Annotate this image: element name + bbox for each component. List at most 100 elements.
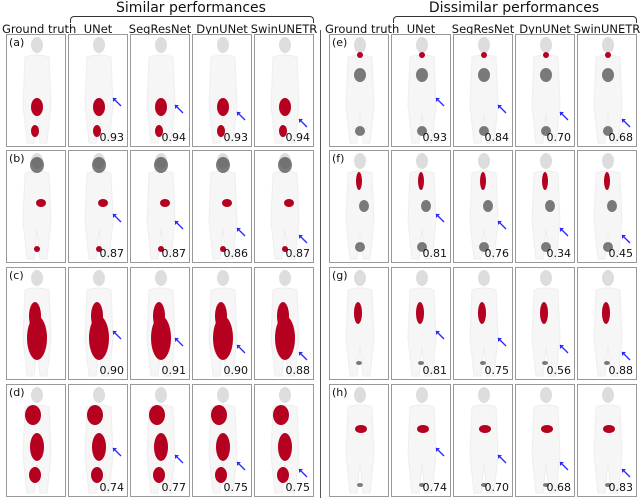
scan-panel: 0.34: [515, 150, 575, 263]
scan-panel: 0.87: [254, 150, 314, 263]
dice-score: 0.93: [223, 131, 249, 144]
segmentation-mark: [91, 467, 103, 483]
scan-panel: 0.68: [577, 34, 637, 147]
column-label: Ground truth: [325, 22, 400, 36]
segmentation-mark: [542, 172, 548, 190]
segmentation-mark: [273, 405, 289, 425]
segmentation-mark: [416, 302, 424, 324]
pet-scan-image: [345, 270, 375, 377]
dice-score: 0.74: [99, 481, 125, 494]
dice-score: 0.93: [422, 131, 448, 144]
segmentation-mark: [31, 125, 39, 137]
segmentation-mark: [211, 405, 227, 425]
dice-score: 0.87: [161, 247, 187, 260]
pet-scan-image: [407, 270, 445, 377]
pet-scan-image: [208, 153, 246, 260]
segmentation-mark: [604, 172, 610, 190]
segmentation-mark: [419, 52, 425, 58]
dice-score: 0.94: [161, 131, 187, 144]
pet-scan-image: [469, 270, 507, 377]
column-label: UNet: [83, 22, 113, 36]
group-title: Dissimilar performances: [428, 0, 600, 16]
segmentation-mark: [481, 52, 487, 58]
pet-scan-image: [593, 387, 631, 494]
segmentation-mark: [217, 98, 229, 116]
scan-panel: (h): [329, 384, 389, 497]
scan-panel: (a): [6, 34, 66, 147]
pet-scan-image: [84, 270, 122, 377]
scan-panel: 0.93: [391, 34, 451, 147]
segmentation-mark: [91, 302, 103, 330]
scan-panel: (f): [329, 150, 389, 263]
pet-scan-image: [208, 270, 246, 377]
column-label: DynUNet: [519, 22, 571, 36]
pet-scan-image: [469, 153, 507, 260]
segmentation-mark: [36, 199, 46, 207]
dice-score: 0.70: [546, 131, 572, 144]
dice-score: 0.84: [484, 131, 510, 144]
pet-scan-image: [146, 153, 184, 260]
scan-panel: 0.83: [577, 384, 637, 497]
scan-panel: 0.68: [515, 384, 575, 497]
scan-panel: 0.74: [68, 384, 128, 497]
segmentation-mark: [155, 98, 167, 116]
segmentation-mark: [277, 302, 289, 330]
pet-scan-image: [270, 153, 308, 260]
dice-score: 0.70: [484, 481, 510, 494]
scan-panel: 0.93: [192, 34, 252, 147]
dice-score: 0.68: [608, 131, 634, 144]
segmentation-mark: [160, 199, 170, 207]
pet-scan-image: [407, 37, 445, 144]
column-label: SwinUNETR: [573, 22, 640, 36]
column-label: SegResNet: [128, 22, 192, 36]
pet-scan-image: [593, 153, 631, 260]
dice-score: 0.88: [608, 364, 634, 377]
scan-panel: 0.81: [391, 150, 451, 263]
segmentation-mark: [479, 425, 491, 433]
segmentation-mark: [480, 172, 486, 190]
segmentation-mark: [215, 302, 227, 330]
pet-scan-image: [84, 37, 122, 144]
segmentation-mark: [96, 246, 102, 252]
column-label: SwinUNETR: [250, 22, 318, 36]
dice-score: 0.56: [546, 364, 572, 377]
pet-scan-image: [270, 37, 308, 144]
pet-scan-image: [593, 37, 631, 144]
segmentation-mark: [153, 302, 165, 330]
scan-panel: 0.87: [68, 150, 128, 263]
scan-panel: 0.75: [453, 267, 513, 380]
segmentation-mark: [31, 98, 43, 116]
pet-scan-image: [469, 387, 507, 494]
dice-score: 0.75: [223, 481, 249, 494]
segmentation-mark: [356, 172, 362, 190]
scan-panel: 0.90: [68, 267, 128, 380]
dice-score: 0.76: [484, 247, 510, 260]
pet-scan-image: [146, 387, 184, 494]
scan-panel: 0.81: [391, 267, 451, 380]
pet-scan-image: [270, 270, 308, 377]
segmentation-mark: [279, 98, 291, 116]
segmentation-mark: [354, 302, 362, 324]
scan-panel: 0.77: [130, 384, 190, 497]
scan-panel: (b): [6, 150, 66, 263]
segmentation-mark: [154, 433, 168, 461]
scan-panel: 0.94: [130, 34, 190, 147]
segmentation-mark: [543, 52, 549, 58]
segmentation-mark: [29, 467, 41, 483]
scan-panel: 0.87: [130, 150, 190, 263]
pet-scan-image: [531, 153, 569, 260]
scan-panel: 0.70: [515, 34, 575, 147]
row-label: (g): [332, 269, 348, 282]
dice-score: 0.81: [422, 364, 448, 377]
pet-scan-image: [469, 37, 507, 144]
segmentation-mark: [25, 405, 41, 425]
scan-panel: 0.84: [453, 34, 513, 147]
segmentation-mark: [87, 405, 103, 425]
pet-scan-image: [22, 270, 52, 377]
segmentation-mark: [279, 125, 287, 137]
dice-score: 0.88: [285, 364, 311, 377]
segmentation-mark: [98, 199, 108, 207]
dice-score: 0.75: [484, 364, 510, 377]
scan-panel: 0.93: [68, 34, 128, 147]
segmentation-mark: [540, 302, 548, 324]
